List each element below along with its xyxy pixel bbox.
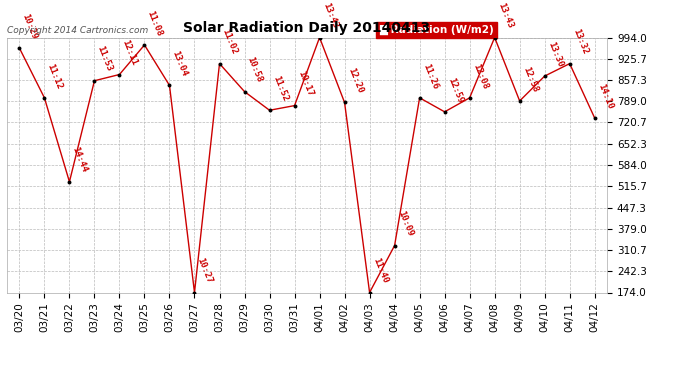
Text: 14:44: 14:44 xyxy=(70,146,89,174)
Point xyxy=(214,61,225,67)
Text: 11:52: 11:52 xyxy=(270,74,289,103)
Point xyxy=(389,243,400,249)
Point xyxy=(64,179,75,185)
Text: 10:29: 10:29 xyxy=(21,12,39,40)
Title: Solar Radiation Daily 20140413: Solar Radiation Daily 20140413 xyxy=(184,21,431,35)
Text: 12:20: 12:20 xyxy=(346,66,364,95)
Point xyxy=(164,82,175,88)
Text: 14:10: 14:10 xyxy=(596,82,614,110)
Text: 11:53: 11:53 xyxy=(96,45,114,73)
Text: 11:08: 11:08 xyxy=(146,9,164,38)
Text: █ Radiation (W/m2): █ Radiation (W/m2) xyxy=(379,25,494,35)
Point xyxy=(289,103,300,109)
Point xyxy=(39,95,50,101)
Text: 12:08: 12:08 xyxy=(471,62,489,90)
Text: 13:43: 13:43 xyxy=(496,2,514,30)
Point xyxy=(564,61,575,67)
Point xyxy=(14,45,25,51)
Point xyxy=(264,107,275,113)
Point xyxy=(339,99,350,105)
Point xyxy=(89,78,100,84)
Point xyxy=(439,109,450,115)
Text: 10:58: 10:58 xyxy=(246,56,264,84)
Text: 10:09: 10:09 xyxy=(396,210,414,238)
Point xyxy=(189,290,200,296)
Text: 10:17: 10:17 xyxy=(296,70,314,98)
Point xyxy=(114,72,125,78)
Point xyxy=(464,95,475,101)
Text: 13:32: 13:32 xyxy=(571,28,589,56)
Point xyxy=(139,42,150,48)
Point xyxy=(539,73,550,79)
Point xyxy=(589,115,600,121)
Text: 11:26: 11:26 xyxy=(421,62,440,90)
Text: 13:43: 13:43 xyxy=(321,2,339,30)
Point xyxy=(489,34,500,40)
Text: 10:27: 10:27 xyxy=(196,256,214,285)
Text: 13:30: 13:30 xyxy=(546,40,564,68)
Point xyxy=(414,95,425,101)
Point xyxy=(514,98,525,104)
Text: 11:02: 11:02 xyxy=(221,28,239,56)
Text: 12:11: 12:11 xyxy=(121,39,139,67)
Text: 12:58: 12:58 xyxy=(521,65,540,93)
Point xyxy=(364,290,375,296)
Point xyxy=(239,88,250,94)
Point xyxy=(314,34,325,40)
Text: 13:04: 13:04 xyxy=(170,50,189,78)
Text: 11:12: 11:12 xyxy=(46,62,64,90)
Text: 11:40: 11:40 xyxy=(371,256,389,285)
Text: Copyright 2014 Cartronics.com: Copyright 2014 Cartronics.com xyxy=(7,26,148,35)
Text: 12:59: 12:59 xyxy=(446,76,464,104)
